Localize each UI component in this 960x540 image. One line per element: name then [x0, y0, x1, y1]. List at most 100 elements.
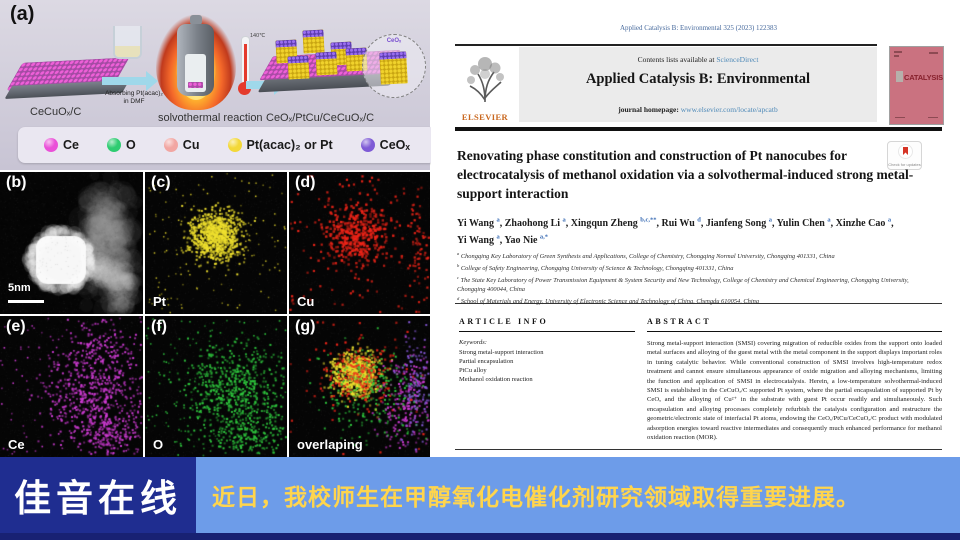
legend-swatch-icon: [163, 138, 178, 152]
callout-label: CeOₓ: [386, 38, 402, 44]
author: Rui Wu d,: [661, 217, 706, 230]
element-label: Cu: [297, 294, 315, 309]
nanocube-icon: [287, 55, 310, 80]
homepage-line: journal homepage: www.elsevier.com/locat…: [618, 105, 778, 114]
check-updates-badge[interactable]: Check for updates: [887, 141, 922, 170]
ceox-callout: CeOₓ: [362, 34, 426, 98]
legend-item: O: [107, 138, 136, 152]
overlap-map-image: [289, 316, 430, 457]
autoclave-sample: [188, 82, 203, 88]
check-updates-icon: [898, 144, 913, 159]
abstract-bottom-rule: [455, 449, 942, 450]
element-label: Ce: [8, 437, 25, 452]
citation-line: Applied Catalysis B: Environmental 325 (…: [619, 24, 778, 32]
affiliation: b College of Safety Engineering, Chongqi…: [457, 262, 734, 273]
elsevier-logo: ELSEVIER: [455, 48, 515, 124]
autoclave-cap-icon: [190, 15, 202, 25]
affiliation: c The State Key Laboratory of Power Tran…: [457, 274, 909, 293]
panel-a-schematic: (a) CeCuOₓ/C Absorbing Pt(acac)₂ in DMF …: [0, 0, 436, 170]
keywords-label: Keywords:: [459, 339, 487, 346]
contents-box: Contents lists available at ScienceDirec…: [519, 47, 877, 122]
pt-map-image: [145, 172, 287, 314]
author-list: Yi Wang a, Zhaohong Li a, Xingqun Zheng …: [457, 214, 905, 248]
element-label: overlaping: [297, 437, 363, 452]
eds-panel-g: (g) overlaping: [289, 316, 430, 457]
legend-item: CeOₓ: [360, 138, 410, 152]
journal-title: Applied Catalysis B: Environmental: [585, 71, 811, 87]
product-label: CeOₓ/PtCu/CeCuOₓ/C: [266, 112, 375, 124]
cover-photo-icon: [896, 71, 903, 82]
abstract-header: ABSTRACT: [647, 317, 712, 326]
header-rule-top: [455, 44, 877, 46]
affiliation-list: a Chongqing Key Laboratory of Green Synt…: [457, 250, 935, 306]
news-text: 近日，我校师生在甲醇氧化电催化剂研究领域取得重要进展。: [212, 484, 860, 510]
program-name: 佳音在线: [14, 478, 182, 519]
abstract-rule: [647, 331, 942, 332]
nanocube-icon: [315, 51, 338, 76]
absorb-arrow-icon: [102, 77, 146, 85]
author: Zhaohong Li a,: [504, 217, 571, 230]
eds-panel-b: (b) 5nm: [0, 172, 143, 314]
abstract-text: Strong metal-support interaction (SMSI) …: [647, 340, 942, 442]
panel-label: (f): [151, 318, 167, 335]
eds-panel-f: (f) O: [145, 316, 287, 457]
article-info-header: ARTICLE INFO: [459, 317, 549, 326]
article-title: Renovating phase constitution and constr…: [457, 148, 914, 201]
eds-panel-e: (e) Ce: [0, 316, 143, 457]
elsevier-wordmark: ELSEVIER: [461, 112, 509, 122]
element-label: O: [153, 437, 164, 452]
beaker-icon: [113, 26, 142, 59]
absorb-caption: Absorbing Pt(acac)₂ in DMF: [105, 90, 163, 105]
thermometer-mercury: [244, 44, 247, 84]
panel-label: (e): [6, 318, 26, 335]
elsevier-tree-icon: [467, 57, 504, 103]
callout-cube-icon: [379, 51, 408, 85]
legend-swatch-icon: [44, 138, 59, 152]
legend-swatch-icon: [360, 138, 375, 152]
sciencedirect-link[interactable]: ScienceDirect: [716, 55, 759, 64]
product-arrow-icon: [246, 81, 274, 89]
legend-item: Ce: [44, 138, 79, 152]
ce-map-image: [0, 316, 143, 457]
element-label: Pt: [153, 294, 166, 309]
tem-image: [0, 172, 143, 314]
keyword: PtCu alloy: [459, 367, 487, 374]
solvothermal-label: solvothermal reaction: [158, 112, 263, 124]
legend-item: Cu: [163, 138, 199, 152]
panel-a-label: (a): [10, 3, 35, 25]
affiliation: a Chongqing Key Laboratory of Green Synt…: [457, 251, 835, 261]
eds-panel-c: (c) Pt: [145, 172, 287, 314]
scalebar: [8, 299, 44, 303]
temperature-label: 140℃: [250, 33, 266, 39]
author: Xingqun Zheng b,c,**,: [570, 217, 662, 230]
o-map-image: [145, 316, 287, 457]
article-info-rule: [459, 331, 635, 332]
author: Yi Wang a,: [457, 217, 505, 230]
legend-item: Pt(acac)₂ or Pt: [227, 138, 333, 152]
panel-label: (c): [151, 174, 171, 191]
info-abstract-divider: [455, 303, 942, 304]
author: Xinzhe Cao a,: [835, 217, 894, 230]
keyword: Strong metal-support interaction: [459, 349, 544, 356]
cover-title: CATALYSIS: [904, 73, 943, 82]
banner-bottom-strip: [0, 533, 960, 540]
program-name-box: 佳音在线: [0, 457, 196, 533]
panel-label: (d): [295, 174, 316, 191]
author: Yulin Chen a,: [776, 217, 836, 230]
homepage-link[interactable]: www.elsevier.com/locate/apcatb: [680, 105, 778, 114]
check-updates-label: Check for updates: [888, 161, 921, 167]
legend-swatch-icon: [227, 138, 242, 152]
paper-page: Applied Catalysis B: Environmental 325 (…: [431, 0, 960, 457]
nanocube-icon: [302, 29, 325, 54]
panel-label: (b): [6, 174, 27, 191]
keyword: Partial encapsulation: [459, 358, 514, 365]
absorb-arrow-head-icon: [146, 71, 158, 91]
header-rule-thick: [455, 127, 942, 131]
cu-map-image: [289, 172, 430, 314]
eds-panel-d: (d) Cu: [289, 172, 430, 314]
legend-swatch-icon: [107, 138, 122, 152]
contents-line: Contents lists available at ScienceDirec…: [637, 55, 759, 64]
affiliation: d School of Materials and Energy, Univer…: [457, 295, 760, 305]
panel-label: (g): [295, 318, 316, 335]
